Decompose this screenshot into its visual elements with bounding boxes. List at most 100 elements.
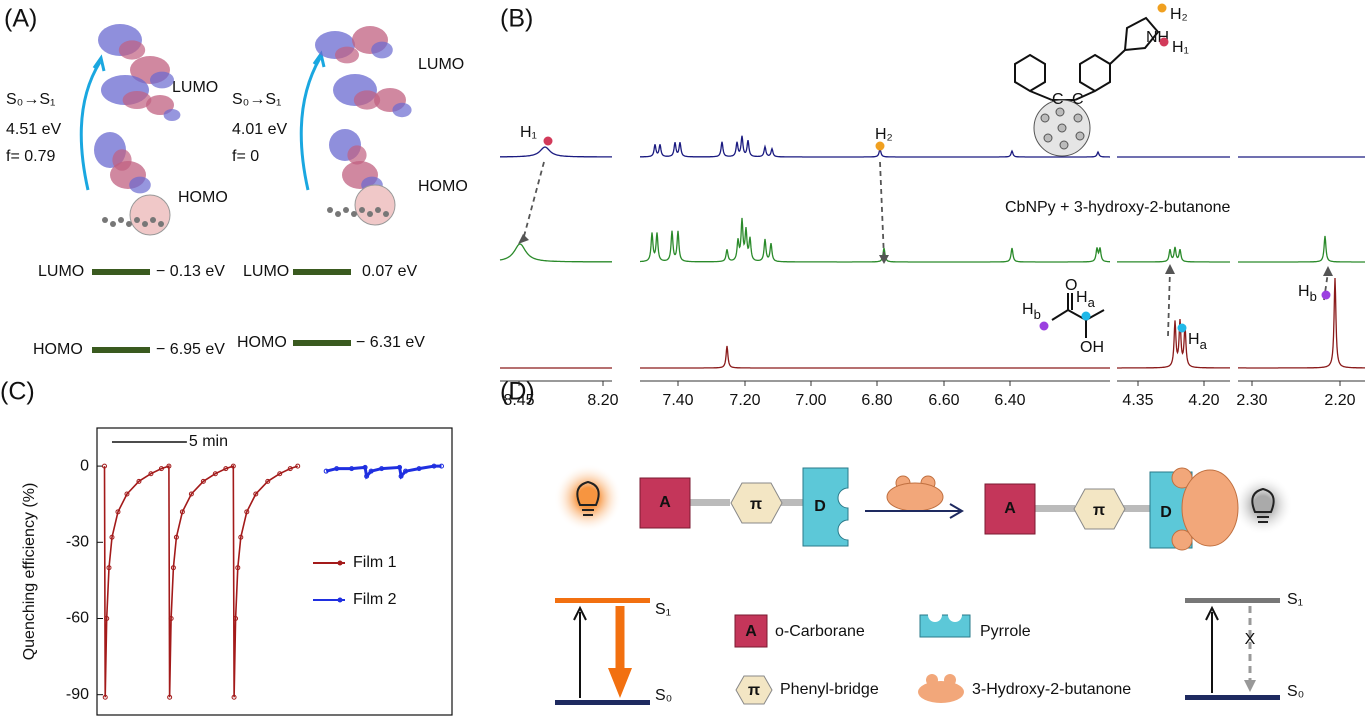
x-tick-label: 2.30 bbox=[1236, 392, 1267, 409]
data-point bbox=[170, 565, 176, 571]
proton-base: H bbox=[1076, 289, 1088, 306]
state-label: S₁ bbox=[655, 601, 671, 618]
data-point bbox=[102, 694, 108, 700]
x-tick-label: 6.80 bbox=[861, 392, 892, 409]
atom bbox=[110, 221, 116, 227]
y-tick-label: -60 bbox=[66, 610, 89, 627]
panel-label: (D) bbox=[500, 378, 535, 406]
legend-text: Pyrrole bbox=[980, 623, 1031, 640]
atom bbox=[375, 207, 381, 213]
analyte-icon bbox=[886, 475, 944, 512]
legend-text: 3-Hydroxy-2-butanone bbox=[972, 681, 1131, 698]
carborane-cage bbox=[1033, 99, 1091, 157]
legend-acceptor bbox=[734, 614, 768, 648]
data-point bbox=[173, 534, 179, 540]
atom bbox=[134, 217, 140, 223]
level-s0 bbox=[1185, 695, 1280, 700]
orbital-label: LUMO bbox=[418, 56, 464, 73]
data-point bbox=[168, 615, 174, 621]
proton-label: Hb bbox=[1022, 301, 1041, 322]
notch bbox=[948, 608, 962, 622]
spectrum bbox=[499, 243, 612, 263]
sample-label: CbNPy + 3-hydroxy-2-butanone bbox=[1005, 199, 1231, 216]
bulb-icon bbox=[1251, 487, 1275, 523]
data-point bbox=[179, 509, 185, 515]
data-point bbox=[235, 565, 241, 571]
level-name: HOMO bbox=[237, 334, 287, 351]
orbital-lobe bbox=[150, 71, 174, 89]
orbital-lobe bbox=[371, 41, 393, 59]
x-tick-label: 4.20 bbox=[1188, 392, 1219, 409]
spectrum bbox=[640, 345, 1110, 369]
panel-label: (A) bbox=[4, 5, 37, 33]
chart: 0 -30 -60 -90 Quenching efficiency (%) 5 min F… bbox=[21, 427, 453, 716]
glow bbox=[1233, 475, 1293, 535]
x-tick-label: 2.20 bbox=[1324, 392, 1355, 409]
glow bbox=[554, 464, 622, 532]
data-point bbox=[230, 463, 236, 469]
spectra: 8.45 8.20 7.40 7.20 7.00 6.80 6.60 6.40 4.35 4.20… bbox=[499, 135, 1365, 409]
x-tick-label: 6.40 bbox=[994, 392, 1025, 409]
atom bbox=[343, 207, 349, 213]
proton-base: H bbox=[1298, 283, 1310, 300]
legend-symbol: A bbox=[745, 623, 757, 640]
energy-level bbox=[293, 269, 351, 275]
data-point bbox=[166, 463, 172, 469]
peak-label: H₂ bbox=[875, 126, 893, 143]
data-point bbox=[124, 491, 130, 497]
x-tick-label: 4.35 bbox=[1122, 392, 1153, 409]
spectrum bbox=[640, 135, 1110, 158]
data-point bbox=[295, 463, 301, 469]
data-point bbox=[397, 464, 403, 470]
dye-left bbox=[639, 467, 849, 547]
bridge: π bbox=[750, 496, 762, 513]
data-point bbox=[439, 463, 445, 469]
data-point bbox=[104, 615, 110, 621]
transition: S₀→S₁ bbox=[232, 91, 281, 108]
peak-dot bbox=[875, 141, 885, 151]
data-point bbox=[188, 491, 194, 497]
spectrum bbox=[640, 217, 1110, 263]
atom bbox=[383, 211, 389, 217]
orbital-lobe bbox=[163, 109, 181, 121]
peak-dot bbox=[1157, 3, 1167, 13]
data-point bbox=[277, 471, 283, 477]
data-point bbox=[231, 694, 237, 700]
atom bbox=[335, 211, 341, 217]
y-tick-label: -90 bbox=[66, 686, 89, 703]
level-energy: − 0.13 eV bbox=[156, 263, 225, 280]
data-point bbox=[323, 468, 329, 474]
arrowhead bbox=[1244, 680, 1256, 692]
excitation-arrow bbox=[299, 57, 322, 191]
legend-bridge bbox=[735, 675, 773, 705]
y-axis-label: Quenching efficiency (%) bbox=[21, 483, 38, 661]
orbital-lobe bbox=[146, 95, 174, 115]
level-energy: 0.07 eV bbox=[362, 263, 417, 280]
legend-marker bbox=[337, 597, 343, 603]
atom bbox=[102, 217, 108, 223]
panel-label: (C) bbox=[0, 378, 35, 406]
data-point bbox=[158, 466, 164, 472]
proton-sub: a bbox=[1088, 295, 1096, 310]
oscillator: f= 0 bbox=[232, 148, 259, 165]
cage bbox=[354, 184, 396, 226]
proton-base: H bbox=[1022, 301, 1034, 318]
spectrum bbox=[1238, 277, 1365, 369]
absorption-arrow bbox=[573, 605, 587, 698]
data-point bbox=[431, 463, 437, 469]
atom bbox=[126, 221, 132, 227]
proton-base: H bbox=[1188, 331, 1200, 348]
peak-dot bbox=[1321, 290, 1331, 300]
level-s1 bbox=[555, 598, 650, 603]
transition: S₀→S₁ bbox=[6, 91, 55, 108]
energy: 4.01 eV bbox=[232, 121, 287, 138]
data-point bbox=[167, 694, 173, 700]
series-line bbox=[325, 464, 442, 480]
data-point bbox=[238, 534, 244, 540]
proton-sub: a bbox=[1200, 337, 1208, 352]
arrowheads bbox=[518, 234, 1333, 276]
level-name: LUMO bbox=[243, 263, 289, 280]
legend-text: Phenyl-bridge bbox=[780, 681, 879, 698]
spectrum bbox=[500, 146, 612, 158]
dye-right bbox=[984, 467, 1239, 551]
